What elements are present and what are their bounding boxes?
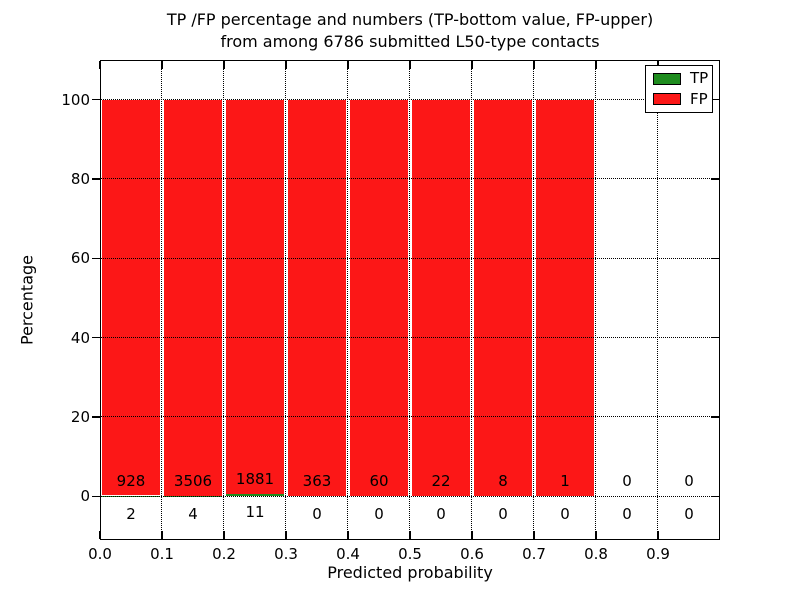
y-tick	[711, 257, 719, 260]
x-tick	[409, 531, 411, 539]
bar-fp	[164, 99, 222, 496]
y-tick	[711, 416, 719, 418]
y-tick	[711, 336, 719, 339]
y-tick	[92, 257, 100, 260]
x-tick-label: 0.8	[584, 545, 608, 563]
x-axis-label: Predicted probability	[327, 563, 493, 582]
gridline-vertical	[161, 60, 163, 540]
y-tick-label: 0	[80, 487, 90, 506]
fp-count-label: 1881	[235, 470, 275, 489]
x-tick	[161, 531, 163, 539]
x-tick	[285, 61, 287, 69]
tp-count-label: 0	[622, 505, 632, 524]
gridline-vertical	[533, 60, 535, 540]
x-tick	[533, 531, 535, 539]
x-tick	[471, 531, 473, 539]
tp-count-label: 0	[312, 505, 322, 524]
x-tick	[347, 531, 349, 539]
gridline-vertical	[409, 60, 411, 540]
x-tick-label: 0.0	[88, 545, 112, 563]
fp-count-label: 928	[116, 471, 146, 490]
x-tick-label: 0.6	[460, 545, 484, 563]
x-tick	[657, 531, 659, 539]
x-tick	[99, 531, 101, 539]
fp-count-label: 0	[622, 472, 632, 491]
tp-count-label: 11	[245, 503, 265, 522]
legend-swatch-fp-icon	[653, 93, 681, 106]
x-tick	[99, 61, 101, 69]
fp-count-label: 1	[560, 472, 570, 491]
bar-fp	[226, 99, 284, 495]
tp-count-label: 0	[498, 505, 508, 524]
legend-label-fp: FP	[690, 89, 708, 108]
y-tick	[711, 495, 719, 498]
x-tick	[471, 61, 473, 69]
x-tick	[409, 61, 411, 69]
x-tick-label: 0.3	[274, 545, 298, 563]
x-tick	[595, 531, 597, 539]
tp-count-label: 4	[188, 504, 198, 523]
bar-tp	[226, 494, 284, 497]
gridline-vertical	[285, 60, 287, 540]
y-tick	[92, 495, 100, 498]
fp-count-label: 363	[302, 472, 332, 491]
x-tick	[347, 61, 349, 69]
chart-title-line2: from among 6786 submitted L50-type conta…	[220, 32, 600, 51]
y-tick-label: 60	[70, 249, 90, 268]
y-tick	[92, 416, 100, 418]
y-tick-label: 40	[70, 328, 90, 347]
y-tick	[92, 336, 100, 339]
x-tick	[285, 531, 287, 539]
gridline-vertical	[347, 60, 349, 540]
bar-fp	[474, 99, 532, 497]
tp-count-label: 0	[374, 505, 384, 524]
y-tick-label: 100	[61, 90, 90, 109]
x-tick	[533, 61, 535, 69]
legend-entry-fp: FP	[653, 89, 712, 108]
x-tick	[223, 531, 225, 539]
legend-entry-tp: TP	[653, 71, 712, 86]
gridline-vertical	[657, 60, 659, 540]
bar-fp	[412, 99, 470, 497]
gridline-vertical	[223, 60, 225, 540]
legend: TP FP	[645, 65, 713, 113]
fp-count-label: 22	[431, 472, 451, 491]
fp-count-label: 8	[498, 472, 508, 491]
bar-fp	[536, 99, 594, 497]
y-tick	[711, 178, 719, 180]
bar-fp	[288, 99, 346, 497]
tp-count-label: 0	[436, 505, 446, 524]
x-tick	[595, 61, 597, 69]
x-tick-label: 0.1	[150, 545, 174, 563]
bar-fp	[350, 99, 408, 497]
x-tick-label: 0.9	[646, 545, 670, 563]
y-tick	[92, 178, 100, 180]
legend-swatch-tp-icon	[653, 72, 681, 85]
x-tick-label: 0.7	[522, 545, 546, 563]
y-tick	[92, 98, 100, 101]
y-tick-label: 80	[70, 170, 90, 188]
gridline-vertical	[595, 60, 597, 540]
tp-count-label: 0	[684, 505, 694, 524]
fp-count-label: 3506	[173, 471, 213, 490]
x-tick-label: 0.2	[212, 545, 236, 563]
y-tick	[711, 98, 719, 101]
gridline-vertical	[471, 60, 473, 540]
tp-count-label: 2	[126, 504, 136, 523]
fp-count-label: 60	[369, 472, 389, 491]
x-tick	[161, 61, 163, 69]
x-tick-label: 0.4	[336, 545, 360, 563]
x-tick-label: 0.5	[398, 545, 422, 563]
legend-label-tp: TP	[690, 69, 709, 88]
tp-count-label: 0	[560, 505, 570, 524]
x-tick	[223, 61, 225, 69]
chart-title-line1: TP /FP percentage and numbers (TP-bottom…	[166, 10, 654, 29]
y-tick-label: 20	[70, 408, 90, 427]
fp-count-label: 0	[684, 472, 694, 491]
bar-fp	[102, 99, 160, 496]
